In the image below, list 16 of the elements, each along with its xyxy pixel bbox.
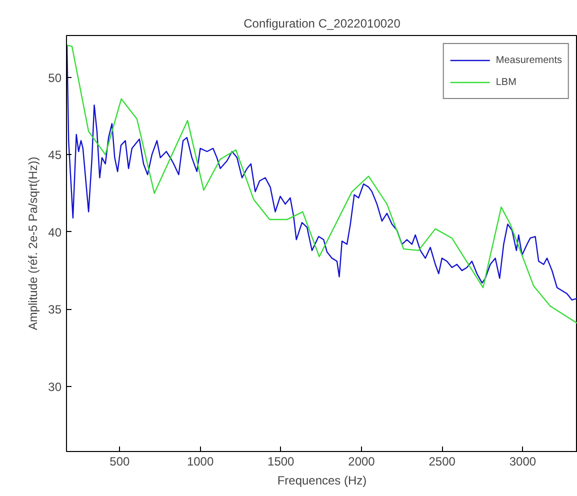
chart-title: Configuration C_2022010020: [244, 16, 401, 30]
y-tick-label: 35: [48, 302, 62, 317]
legend-label: Measurements: [496, 54, 562, 66]
x-axis-title: Frequences (Hz): [277, 474, 367, 488]
y-tick-label: 30: [48, 380, 62, 394]
x-tick-label: 1500: [268, 454, 295, 468]
x-tick-label: 2000: [348, 454, 376, 468]
y-tick-label: 45: [48, 148, 62, 162]
legend-label: LBM: [496, 76, 516, 88]
x-tick-label: 3000: [509, 454, 536, 468]
x-tick-label: 500: [110, 454, 130, 468]
y-tick-label: 40: [48, 225, 62, 240]
y-tick-label: 50: [48, 70, 62, 85]
y-axis-title: Amplitude (réf. 2e-5 Pa/sqrt(Hz)): [26, 156, 40, 330]
x-tick-label: 1000: [186, 454, 214, 468]
x-tick-label: 2500: [428, 454, 456, 468]
